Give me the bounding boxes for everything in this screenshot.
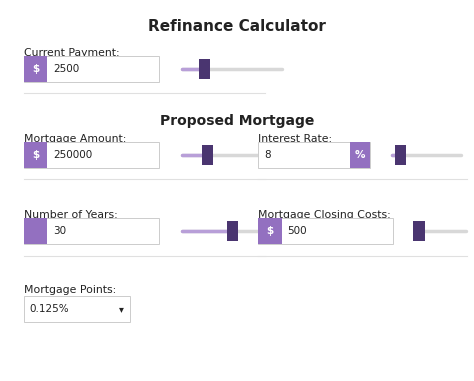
FancyBboxPatch shape xyxy=(24,218,47,244)
Text: %: % xyxy=(355,150,365,160)
FancyBboxPatch shape xyxy=(258,218,393,244)
Text: $: $ xyxy=(32,64,39,74)
Text: $: $ xyxy=(266,226,274,236)
Text: 8: 8 xyxy=(264,150,271,160)
FancyBboxPatch shape xyxy=(199,59,210,79)
FancyBboxPatch shape xyxy=(350,142,370,168)
Text: $: $ xyxy=(32,150,39,160)
Text: ▾: ▾ xyxy=(119,304,124,314)
Text: Interest Rate:: Interest Rate: xyxy=(258,134,332,144)
Text: Current Payment:: Current Payment: xyxy=(24,48,119,58)
Text: 2500: 2500 xyxy=(53,64,79,74)
Text: Refinance Calculator: Refinance Calculator xyxy=(148,19,326,34)
Text: 0.125%: 0.125% xyxy=(29,304,69,314)
FancyBboxPatch shape xyxy=(24,296,130,322)
Text: 250000: 250000 xyxy=(53,150,92,160)
FancyBboxPatch shape xyxy=(24,142,47,168)
FancyBboxPatch shape xyxy=(201,145,213,165)
FancyBboxPatch shape xyxy=(395,145,406,165)
FancyBboxPatch shape xyxy=(24,56,159,82)
FancyBboxPatch shape xyxy=(227,221,238,241)
FancyBboxPatch shape xyxy=(24,56,47,82)
FancyBboxPatch shape xyxy=(24,142,159,168)
FancyBboxPatch shape xyxy=(258,218,282,244)
FancyBboxPatch shape xyxy=(413,221,425,241)
Text: 30: 30 xyxy=(53,226,66,236)
FancyBboxPatch shape xyxy=(24,218,159,244)
Text: Mortgage Points:: Mortgage Points: xyxy=(24,285,116,295)
Text: Mortgage Closing Costs:: Mortgage Closing Costs: xyxy=(258,210,391,219)
Text: Number of Years:: Number of Years: xyxy=(24,210,118,219)
Text: 500: 500 xyxy=(288,226,307,236)
Text: Mortgage Amount:: Mortgage Amount: xyxy=(24,134,126,144)
FancyBboxPatch shape xyxy=(258,142,370,168)
Text: Proposed Mortgage: Proposed Mortgage xyxy=(160,114,314,128)
